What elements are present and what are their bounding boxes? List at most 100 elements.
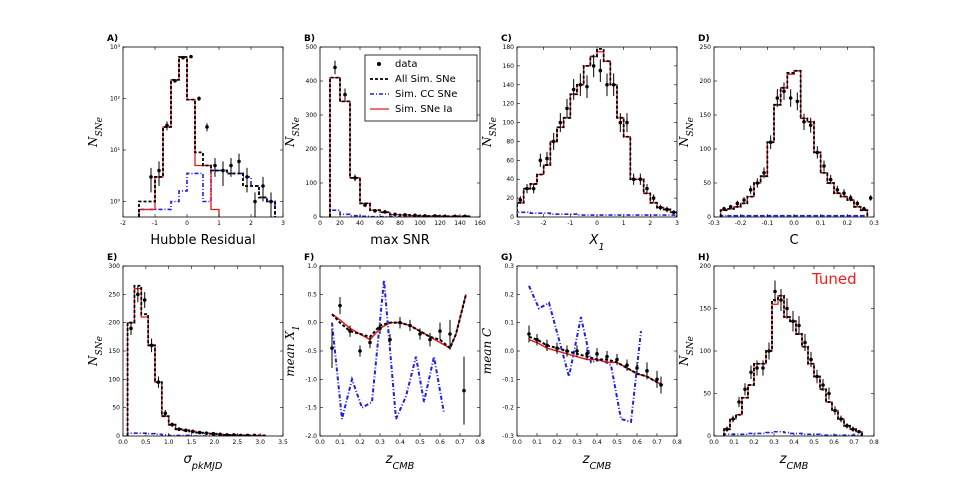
- x-axis-label: zCMB: [582, 452, 612, 472]
- y-tick-label: 100: [306, 180, 318, 187]
- data-point: [635, 366, 639, 370]
- data-point: [762, 171, 766, 175]
- x-tick-label: 0: [185, 220, 189, 227]
- data-point: [177, 427, 181, 432]
- y-tick-label: 150: [700, 112, 712, 119]
- x-tick-label: -3: [514, 220, 520, 227]
- x-tick-label: 0.6: [829, 439, 839, 446]
- data-point: [605, 354, 609, 359]
- x-tick-label: 2.5: [233, 439, 243, 446]
- x-tick-label: -2: [120, 220, 126, 227]
- y-axis-label: NSNe: [283, 117, 302, 148]
- data-point: [149, 343, 154, 348]
- data-point: [848, 196, 853, 200]
- data-point: [438, 329, 442, 333]
- data-point: [638, 177, 643, 182]
- panel-letter: G): [501, 253, 513, 263]
- series-cc-sim: [723, 430, 863, 436]
- data-point: [659, 383, 663, 387]
- axes-frame: [713, 265, 875, 437]
- y-tick-label: 20: [506, 195, 514, 202]
- x-tick-label: 0.6: [632, 439, 642, 446]
- y-tick-label: -1.0: [305, 376, 317, 383]
- x-axis-label: C: [789, 233, 798, 248]
- data-point: [578, 82, 583, 87]
- data-point: [749, 370, 753, 375]
- y-axis-label: NSNe: [677, 117, 696, 148]
- data-point: [353, 176, 357, 180]
- x-tick-label: 0.7: [652, 439, 662, 446]
- y-tick-label: 300: [109, 263, 121, 270]
- data-point: [403, 213, 407, 217]
- data-point: [213, 163, 217, 168]
- data-point: [655, 377, 659, 382]
- y-tick-label: 250: [109, 291, 121, 298]
- y-tick-label: 0: [707, 433, 711, 440]
- data-point: [156, 380, 161, 384]
- data-point: [585, 84, 589, 89]
- data-point: [433, 214, 437, 217]
- y-tick-label: -1.5: [305, 405, 317, 412]
- panel-letter: D): [698, 34, 710, 44]
- series-all-sim: [517, 47, 677, 217]
- y-axis-label: NSNe: [86, 336, 105, 367]
- data-point: [165, 123, 169, 128]
- data-point: [358, 349, 362, 353]
- legend-marker-data: [377, 62, 381, 66]
- data-point: [645, 186, 649, 191]
- data-point: [585, 352, 589, 356]
- data-point: [803, 340, 807, 345]
- y-tick-label: 200: [306, 146, 318, 153]
- panel-f: 0.0 0.1 0.2 0.3 0.4 0.5 0.6 0.7 0.8 -2.0 -1.5 -1.0 -…: [283, 253, 485, 472]
- legend-label: data: [395, 59, 418, 70]
- data-point: [782, 89, 786, 93]
- x-tick-label: 160: [474, 220, 486, 227]
- data-point: [237, 159, 241, 164]
- data-point: [531, 186, 536, 191]
- data-point: [748, 188, 753, 192]
- series-all-sim: [723, 294, 863, 436]
- x-tick-label: 0.3: [572, 439, 582, 446]
- data-point: [136, 292, 140, 297]
- x-tick-label: 0.3: [375, 439, 385, 446]
- y-tick-label: 60: [506, 157, 514, 164]
- y-tick-label: 0.2: [504, 291, 514, 298]
- y-tick-label: 200: [700, 78, 712, 85]
- x-axis-label: Hubble Residual: [150, 233, 255, 248]
- series-all-sim: [126, 284, 266, 436]
- data-point: [197, 430, 202, 435]
- data-point: [232, 433, 236, 436]
- data-point: [253, 199, 257, 204]
- data-point: [551, 139, 556, 144]
- panel-letter: C): [501, 34, 512, 44]
- series-all-sim: [528, 335, 664, 386]
- x-tick-label: 0.1: [816, 220, 826, 227]
- series-ia-sim: [517, 51, 677, 217]
- data-point: [808, 123, 813, 127]
- data-point: [755, 181, 760, 185]
- x-tick-label: 0.1: [729, 439, 739, 446]
- y-tick-label: 120: [503, 101, 515, 108]
- data-point: [149, 175, 153, 179]
- x-tick-label: 0.0: [709, 439, 719, 446]
- data-point: [845, 424, 849, 428]
- data-point: [527, 332, 531, 336]
- data-point: [725, 427, 729, 432]
- data-point: [463, 214, 467, 217]
- data-point: [575, 349, 579, 353]
- panel-d: -0.3 -0.2 -0.1 0.0 0.1 0.2 0.3 0 50 100 150 200 250D…: [677, 34, 879, 248]
- data-point: [598, 68, 603, 73]
- series-all-sim: [138, 56, 276, 217]
- data-point: [157, 168, 161, 173]
- x-tick-label: 0.6: [435, 439, 445, 446]
- panel-letter: E): [107, 253, 117, 263]
- y-tick-label: 250: [700, 44, 712, 51]
- x-tick-label: 0.0: [512, 439, 522, 446]
- axes-frame: [122, 265, 284, 437]
- data-point: [802, 120, 806, 124]
- data-point: [833, 408, 837, 413]
- axes-frame: [122, 46, 284, 218]
